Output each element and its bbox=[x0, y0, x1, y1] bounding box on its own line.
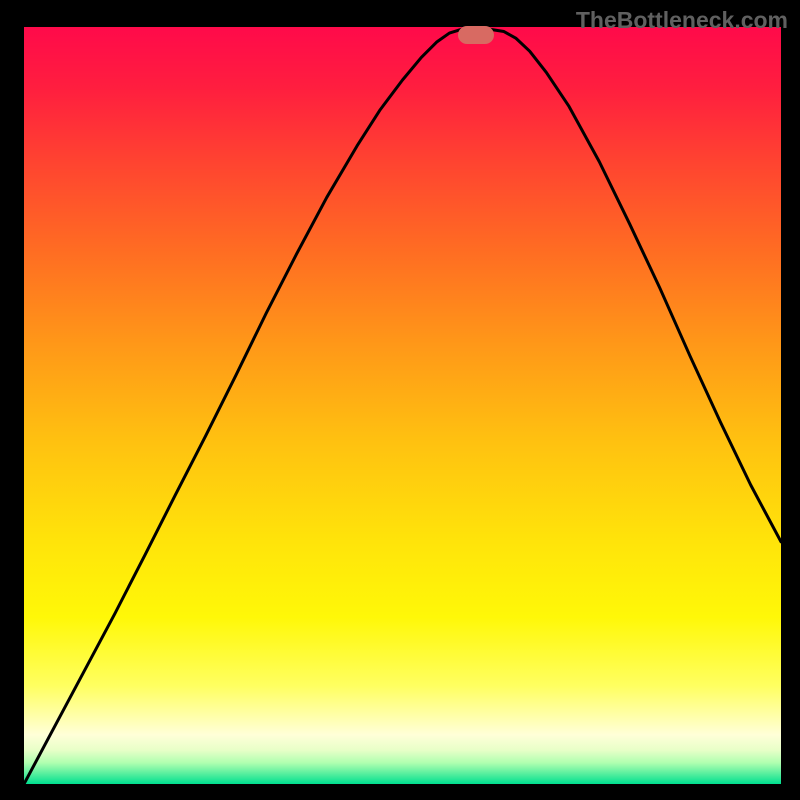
chart-container: TheBottleneck.com bbox=[0, 0, 800, 800]
watermark-text: TheBottleneck.com bbox=[576, 7, 788, 34]
plot-area bbox=[24, 27, 781, 784]
optimum-marker bbox=[458, 26, 494, 44]
